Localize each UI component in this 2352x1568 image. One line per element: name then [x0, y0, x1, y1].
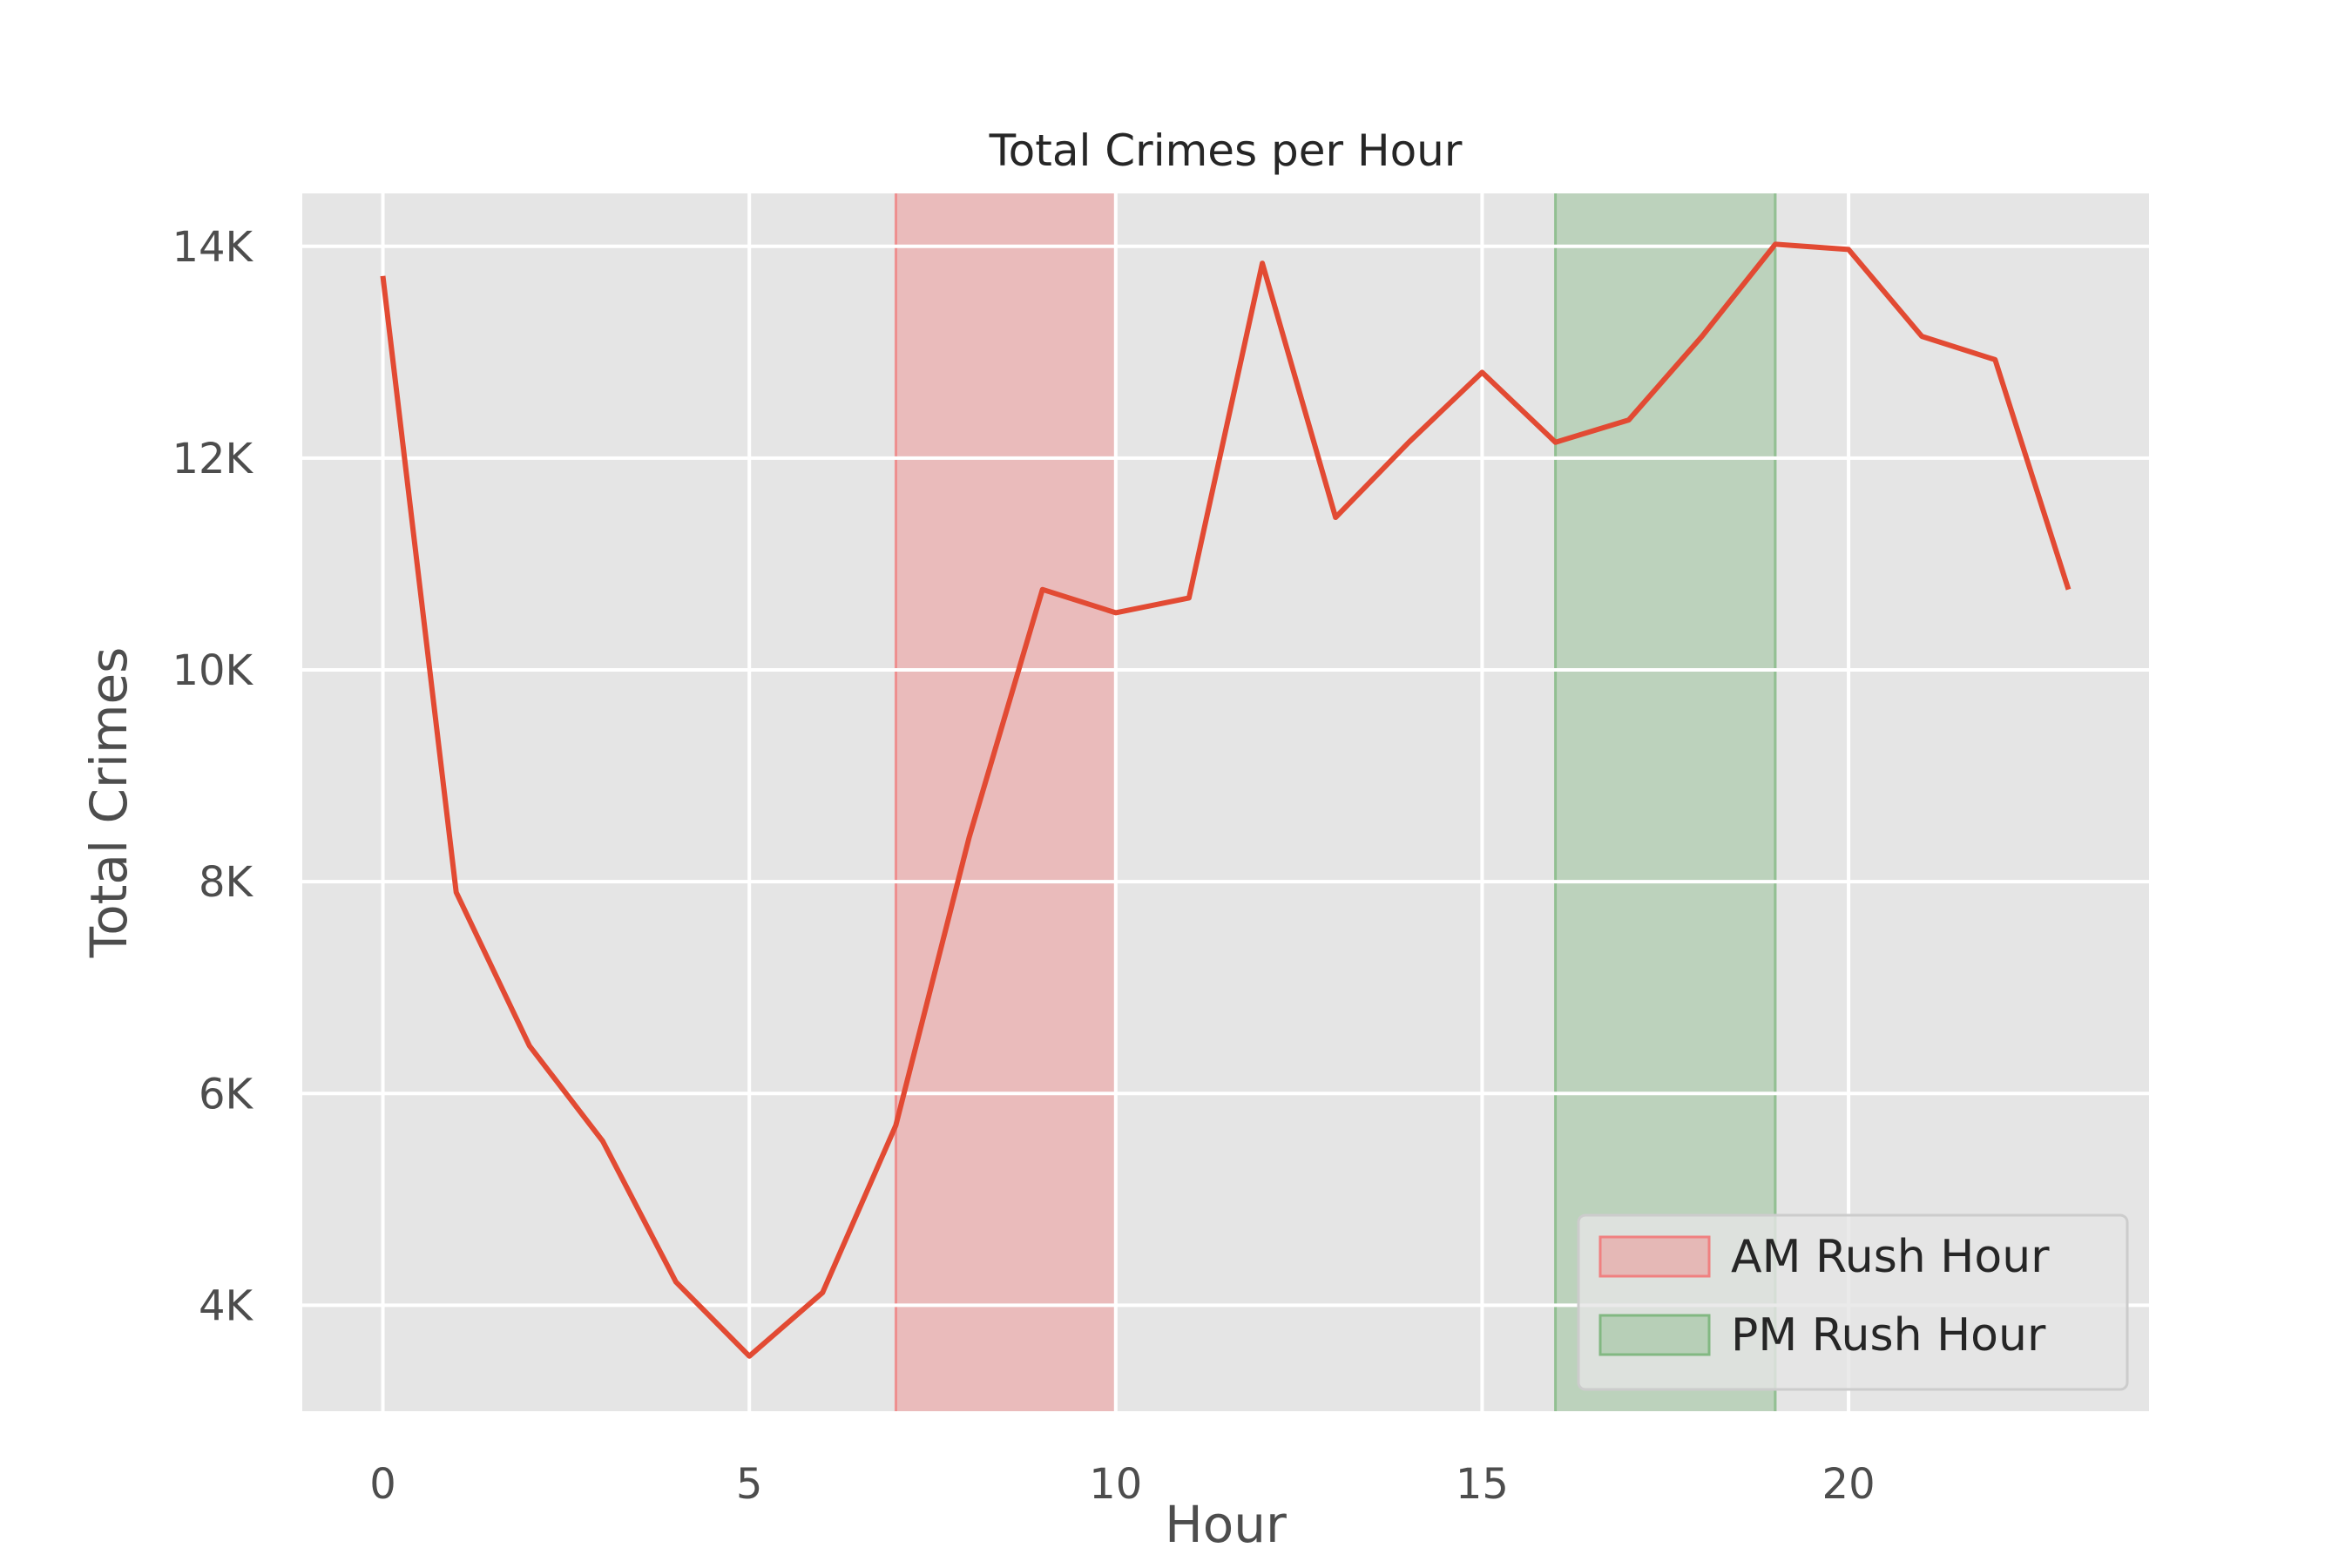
- series-line: [380, 241, 2072, 1359]
- legend-label: AM Rush Hour: [1731, 1231, 2050, 1283]
- legend-item: AM Rush Hour: [1598, 1231, 2050, 1283]
- legend: AM Rush Hour PM Rush Hour: [1577, 1213, 2129, 1391]
- x-axis-label: Hour: [1165, 1495, 1287, 1554]
- y-tick-label: 6K: [199, 1070, 254, 1119]
- y-tick-label: 10K: [172, 646, 253, 695]
- y-tick-label: 8K: [199, 858, 254, 907]
- legend-frame: [1577, 1213, 2129, 1391]
- y-axis-label: Total Crimes: [79, 647, 139, 959]
- span-0: [894, 193, 1118, 1411]
- x-tick-labels: 0 5 10 15 20: [369, 1460, 1875, 1509]
- legend-swatch: [1598, 1314, 1711, 1356]
- x-tick-label: 0: [369, 1460, 396, 1509]
- x-tick-label: 10: [1089, 1460, 1142, 1509]
- series-lines: [380, 241, 2072, 1359]
- rush-hour-spans: [894, 193, 1777, 1411]
- y-tick-label: 12K: [172, 435, 253, 483]
- legend-swatch: [1598, 1235, 1711, 1278]
- plot-area: [302, 193, 2149, 1411]
- legend-label: PM Rush Hour: [1731, 1309, 2046, 1362]
- y-tick-label: 4K: [199, 1281, 254, 1330]
- rush-hour-band: [1555, 193, 1775, 1411]
- chart-title: Total Crimes per Hour: [989, 125, 1463, 176]
- y-tick-label: 14K: [172, 223, 253, 272]
- y-tick-labels: 4K 6K 8K 10K 12K 14K: [172, 223, 253, 1331]
- rush-hour-band: [896, 193, 1116, 1411]
- x-tick-label: 15: [1456, 1460, 1509, 1509]
- x-tick-label: 20: [1822, 1460, 1876, 1509]
- span-1: [1554, 193, 1777, 1411]
- x-tick-label: 5: [736, 1460, 763, 1509]
- legend-item: PM Rush Hour: [1598, 1309, 2046, 1362]
